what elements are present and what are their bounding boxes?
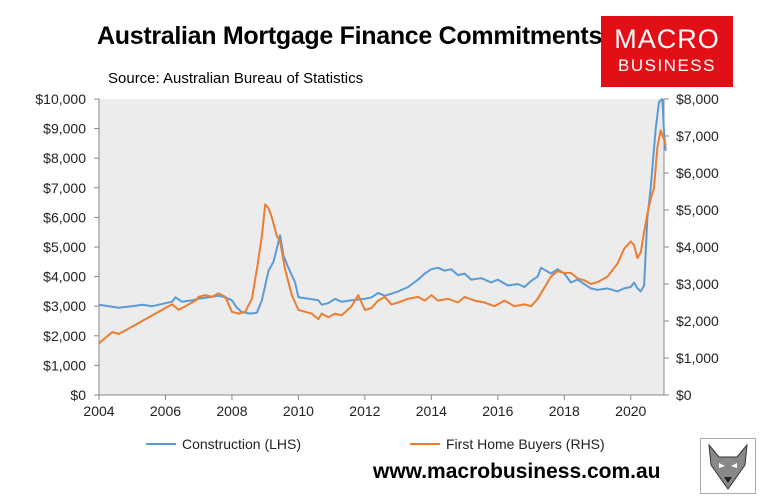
tick-labels: 2004 2006 2008 2010 2012 2014 2016 2018 2020 $0 $1…: [35, 91, 719, 419]
y-right-tick-label: $3,000: [676, 276, 719, 292]
chart-source: Source: Australian Bureau of Statistics: [108, 70, 364, 87]
y-left-tick-label: $5,000: [43, 239, 86, 255]
logo-line-2: BUSINESS: [618, 56, 716, 75]
y-right-tick-label: $4,000: [676, 239, 719, 255]
legend-swatch-construction: [146, 443, 176, 445]
legend-item-first-home-buyers: First Home Buyers (RHS): [410, 436, 605, 452]
axes: [94, 98, 669, 400]
x-tick-label: 2008: [216, 403, 247, 419]
chart-title: Australian Mortgage Finance Commitments: [97, 22, 603, 50]
website-url: www.macrobusiness.com.au: [373, 460, 661, 483]
y-left-tick-label: $9,000: [43, 121, 86, 137]
legend-item-construction: Construction (LHS): [146, 436, 301, 452]
y-right-tick-label: $6,000: [676, 165, 719, 181]
y-left-tick-label: $1,000: [43, 357, 86, 373]
x-tick-label: 2016: [482, 403, 513, 419]
legend-label-construction: Construction (LHS): [182, 436, 302, 452]
legend-swatch-first-home-buyers: [410, 443, 440, 445]
y-right-tick-label: $0: [676, 387, 692, 403]
y-left-tick-label: $3,000: [43, 298, 86, 314]
x-tick-label: 2006: [150, 403, 181, 419]
x-tick-label: 2018: [549, 403, 580, 419]
macrobusiness-logo: MACRO BUSINESS: [601, 16, 733, 87]
y-left-tick-label: $6,000: [43, 209, 86, 225]
y-right-tick-label: $5,000: [676, 202, 719, 218]
y-right-tick-label: $2,000: [676, 313, 719, 329]
wolf-logo-icon: [700, 438, 756, 494]
y-left-tick-label: $10,000: [35, 91, 86, 107]
logo-line-1: MACRO: [614, 24, 720, 54]
y-right-tick-label: $7,000: [676, 128, 719, 144]
y-right-tick-label: $1,000: [676, 350, 719, 366]
y-left-tick-label: $4,000: [43, 269, 86, 285]
y-left-tick-label: $8,000: [43, 150, 86, 166]
legend-label-first-home-buyers: First Home Buyers (RHS): [446, 436, 605, 452]
y-left-tick-label: $2,000: [43, 328, 86, 344]
x-tick-label: 2020: [615, 403, 646, 419]
y-left-tick-label: $0: [70, 387, 86, 403]
y-right-tick-label: $8,000: [676, 91, 719, 107]
series-line-first-home-buyers: [98, 129, 667, 344]
x-tick-label: 2012: [349, 403, 380, 419]
x-tick-label: 2014: [416, 403, 447, 419]
y-left-tick-label: $7,000: [43, 180, 86, 196]
plot-area: [99, 99, 664, 395]
x-tick-label: 2010: [283, 403, 314, 419]
x-tick-label: 2004: [83, 403, 114, 419]
series-layer: [98, 98, 667, 344]
